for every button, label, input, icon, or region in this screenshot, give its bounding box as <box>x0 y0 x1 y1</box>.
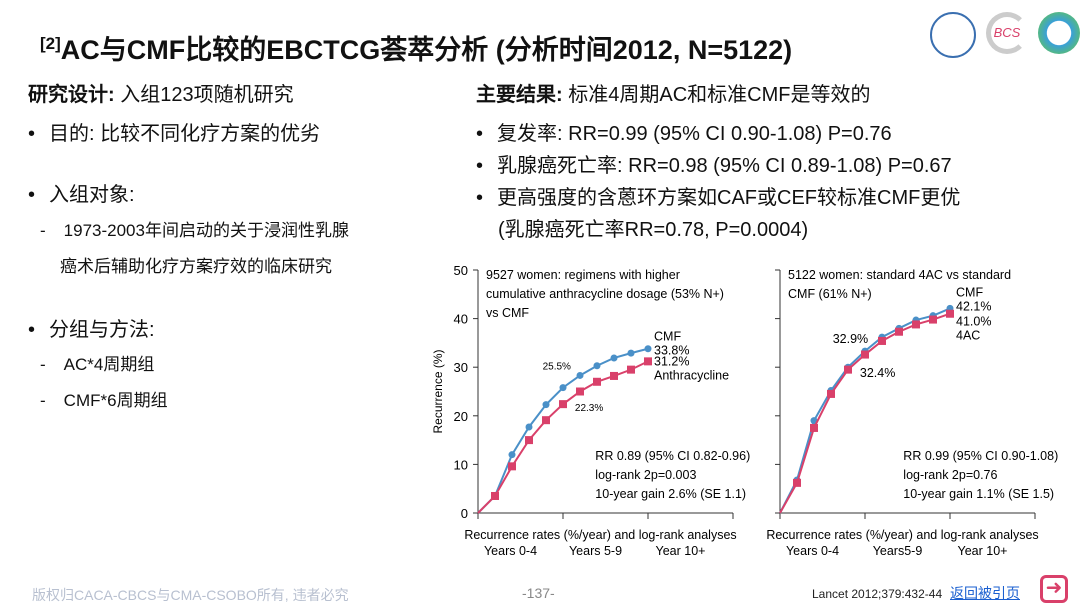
chart-annotation: CMF (61% N+) <box>788 287 872 301</box>
midpoint-label: 32.9% <box>833 332 868 346</box>
result-line: 主要结果: 标准4周期AC和标准CMF是等效的 <box>476 84 871 106</box>
result-item: 更高强度的含蒽环方案如CAF或CEF较标准CMF更优 <box>476 181 960 210</box>
x-axis-label: Recurrence rates (%/year) and log-rank a… <box>766 528 1038 542</box>
midpoint-label: 25.5% <box>543 362 571 373</box>
data-point <box>627 365 635 374</box>
subjects-detail-1: 1973-2003年间启动的关于浸润性乳腺 <box>40 216 349 241</box>
y-tick-label: 0 <box>461 506 468 521</box>
design-line: 研究设计: 入组123项随机研究 <box>28 84 294 106</box>
end-value-label: 42.1% <box>956 299 991 313</box>
subjects: 入组对象: <box>28 178 135 207</box>
y-axis-label: Recurrence (%) <box>431 349 445 433</box>
x-group-label: Years5-9 <box>873 544 923 558</box>
caca-logo <box>930 12 976 58</box>
data-point <box>610 371 618 380</box>
data-point <box>793 478 801 487</box>
result-item: 复发率: RR=0.99 (95% CI 0.90-1.08) P=0.76 <box>476 117 892 146</box>
citation: Lancet 2012;379:432-44 <box>812 587 943 601</box>
y-tick-label: 20 <box>454 409 468 424</box>
data-point <box>878 336 886 345</box>
end-value-label: 41.0% <box>956 315 991 329</box>
data-point <box>559 384 567 392</box>
page-number: -137- <box>522 585 555 601</box>
result-item-cont: (乳腺癌死亡率RR=0.78, P=0.0004) <box>498 219 809 241</box>
data-point <box>559 400 567 409</box>
data-point <box>576 371 584 379</box>
subjects-detail-2: 癌术后辅助化疗方案疗效的临床研究 <box>60 257 332 276</box>
data-point <box>610 354 618 362</box>
data-point <box>946 309 954 318</box>
chart-stat: 10-year gain 2.6% (SE 1.1) <box>595 487 746 501</box>
chart-annotation: 9527 women: regimens with higher <box>486 268 680 282</box>
data-point <box>593 377 601 386</box>
y-tick-label: 50 <box>454 263 468 278</box>
chart-annotation: vs CMF <box>486 306 529 320</box>
data-point <box>861 350 869 359</box>
purpose: 目的: 比较不同化疗方案的优劣 <box>28 117 320 146</box>
x-group-label: Years 0-4 <box>786 544 839 558</box>
series-name-label: CMF <box>654 330 681 344</box>
csobo-logo <box>1038 12 1080 54</box>
copyright: 版权归CACA-CBCS与CMA-CSOBO所有, 违者必究 <box>32 587 349 603</box>
end-value-label: 33.8% <box>654 344 689 358</box>
x-group-label: Years 0-4 <box>484 544 537 558</box>
data-point <box>929 315 937 324</box>
y-tick-label: 40 <box>454 312 468 327</box>
chart-annotation: cumulative anthracycline dosage (53% N+) <box>486 287 724 301</box>
result-item: 乳腺癌死亡率: RR=0.98 (95% CI 0.89-1.08) P=0.6… <box>476 149 952 178</box>
data-point <box>827 389 835 398</box>
x-group-label: Year 10+ <box>656 544 706 558</box>
series-name-label: CMF <box>956 285 983 299</box>
slide-title: [2]AC与CMF比较的EBCTCG荟萃分析 (分析时间2012, N=5122… <box>40 34 793 65</box>
data-point <box>912 320 920 329</box>
chart-stat: RR 0.99 (95% CI 0.90-1.08) <box>903 449 1058 463</box>
chart-stat: log-rank 2p=0.003 <box>595 468 696 482</box>
end-value-label: 31.2% <box>654 354 689 368</box>
midpoint-label: 32.4% <box>860 366 895 380</box>
midpoint-label: 22.3% <box>575 403 603 414</box>
data-point <box>627 349 635 357</box>
data-point <box>542 416 550 425</box>
series-name-label: 4AC <box>956 329 980 343</box>
y-tick-label: 10 <box>454 457 468 472</box>
back-arrow-icon[interactable]: ➜ <box>1040 575 1068 603</box>
data-point <box>525 423 533 431</box>
data-point <box>810 423 818 432</box>
logos: BCS <box>930 12 1080 58</box>
x-group-label: Years 5-9 <box>569 544 622 558</box>
chart-stat: RR 0.89 (95% CI 0.82-0.96) <box>595 449 750 463</box>
data-point <box>525 436 533 445</box>
data-point <box>508 462 516 471</box>
data-point <box>576 387 584 396</box>
data-point <box>491 491 499 500</box>
x-group-label: Year 10+ <box>958 544 1008 558</box>
group-item: CMF*6周期组 <box>40 386 168 411</box>
data-point <box>542 401 550 409</box>
group-item: AC*4周期组 <box>40 350 155 375</box>
data-point <box>895 327 903 336</box>
x-axis-label: Recurrence rates (%/year) and log-rank a… <box>464 528 736 542</box>
y-tick-label: 30 <box>454 360 468 375</box>
data-point <box>508 451 516 459</box>
groups: 分组与方法: <box>28 313 155 342</box>
chart-annotation: 5122 women: standard 4AC vs standard <box>788 268 1011 282</box>
bcs-logo: BCS <box>986 12 1028 54</box>
chart-stat: 10-year gain 1.1% (SE 1.5) <box>903 487 1054 501</box>
data-point <box>844 365 852 374</box>
chart-stat: log-rank 2p=0.76 <box>903 468 997 482</box>
series-name-label: Anthracycline <box>654 368 729 382</box>
data-point <box>593 362 601 370</box>
data-point <box>644 357 652 366</box>
data-point <box>644 345 652 353</box>
back-link[interactable]: 返回被引页 <box>950 585 1020 601</box>
